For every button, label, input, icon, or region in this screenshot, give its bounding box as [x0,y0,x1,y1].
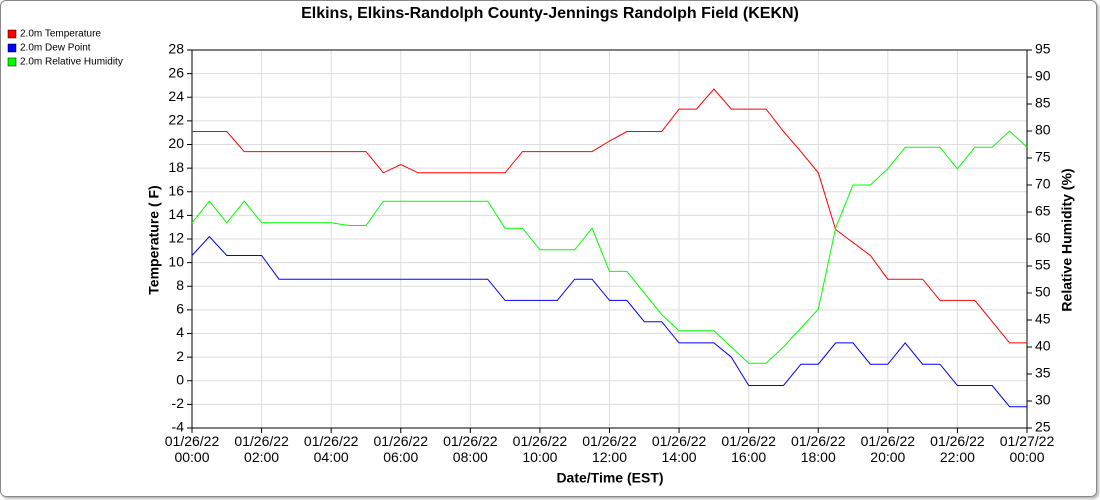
x-tick-label: 01/26/22 18:00 [791,433,846,465]
x-tick-label: 01/26/22 00:00 [164,433,220,465]
x-tick-label: 01/26/22 10:00 [512,433,568,465]
y-tick-label: 4 [176,324,184,340]
x-tick-label: 01/26/22 12:00 [582,433,637,465]
plot-frame [191,49,1028,429]
y2-tick-label: 35 [1035,365,1051,381]
series-line [191,130,1028,364]
y-tick-label: 10 [168,253,184,269]
y-tick-label: 14 [168,206,184,222]
legend-swatch [7,29,17,39]
y-tick-label: 8 [176,277,184,293]
x-tick-label: 01/26/22 14:00 [651,433,707,465]
y-tick-label: 0 [176,371,184,387]
y-tick-label: -4 [172,419,185,435]
y2-tick-label: 30 [1035,392,1051,408]
y2-tick-label: 65 [1035,203,1051,219]
y2-tick-label: 25 [1035,419,1051,435]
y-axis-label: Temperature ( F) [146,185,162,294]
y-tick-label: 24 [168,88,184,104]
x-axis-label: Date/Time (EST) [556,470,663,486]
x-tick-label: 01/26/22 02:00 [234,433,289,465]
y2-tick-label: 95 [1035,41,1051,57]
y2-tick-label: 85 [1035,95,1051,111]
series-line [192,88,1027,344]
y-tick-label: 6 [176,301,184,317]
y2-tick-label: 55 [1035,257,1051,273]
legend-label: 2.0m Dew Point [20,43,91,54]
x-tick-label: 01/26/22 08:00 [443,433,498,465]
y2-tick-label: 70 [1035,176,1051,192]
legend-label: 2.0m Relative Humidity [20,57,123,68]
y-tick-label: 12 [168,230,184,246]
legend-swatch [7,57,17,67]
y2-tick-label: 45 [1035,311,1051,327]
legend-swatch [7,43,17,53]
x-tick-label: 01/26/22 22:00 [930,433,985,465]
series-line [191,235,1027,408]
y2-axis-label: Relative Humidity (%) [1059,168,1075,311]
y-tick-label: 22 [168,112,184,128]
y2-tick-label: 90 [1035,68,1051,84]
x-tick-label: 01/26/22 06:00 [373,433,429,465]
x-tick-label: 01/26/22 16:00 [721,433,776,465]
legend-label: 2.0m Temperature [20,29,101,40]
y-tick-label: 18 [168,159,184,175]
x-tick-label: 01/27/22 00:00 [999,433,1055,465]
y2-tick-label: 60 [1035,230,1051,246]
y-tick-label: 2 [176,348,184,364]
y2-tick-label: 75 [1035,149,1051,165]
y-tick-label: 28 [168,41,184,57]
y-tick-label: -2 [172,395,185,411]
chart-title: Elkins, Elkins-Randolph County-Jennings … [301,5,799,22]
y-tick-label: 20 [168,135,184,151]
x-tick-label: 01/26/22 20:00 [860,433,916,465]
y2-tick-label: 50 [1035,284,1051,300]
y-tick-label: 16 [168,182,184,198]
y2-tick-label: 80 [1035,122,1051,138]
x-tick-label: 01/26/22 04:00 [303,433,359,465]
y2-tick-label: 40 [1035,338,1051,354]
y-tick-label: 26 [168,64,184,80]
